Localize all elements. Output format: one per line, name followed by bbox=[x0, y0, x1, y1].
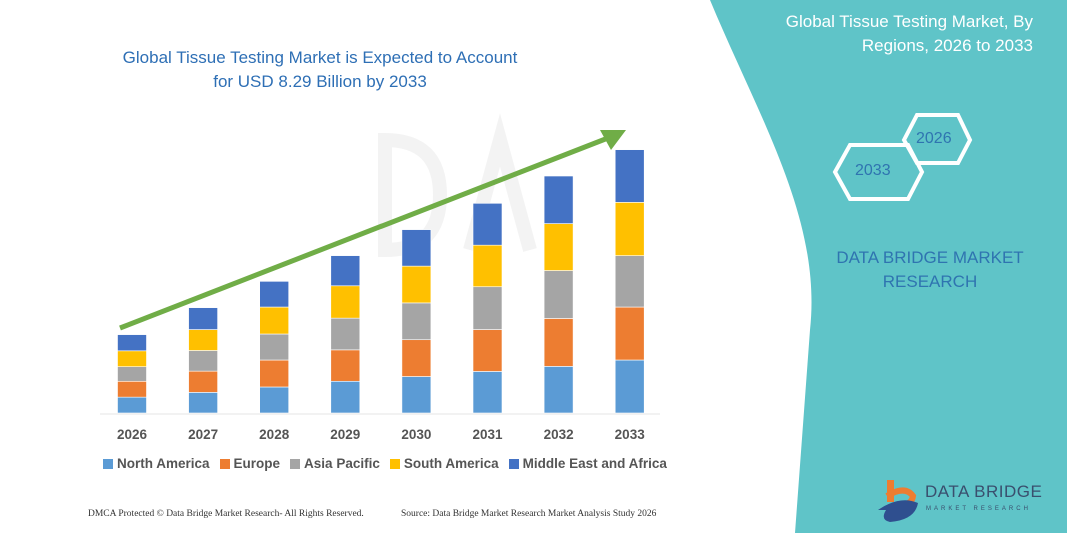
bar-segment-2033-south-america bbox=[614, 202, 645, 256]
bar-segment-2027-asia-pacific bbox=[188, 350, 218, 372]
trend-arrow-head bbox=[600, 130, 626, 150]
bar-segment-2028-asia-pacific bbox=[259, 333, 290, 361]
bar-segment-2030-asia-pacific bbox=[401, 302, 432, 341]
bar-segment-2030-south-america bbox=[401, 265, 432, 304]
bar-segment-2029-europe bbox=[330, 349, 361, 382]
x-tick-label: 2032 bbox=[544, 427, 574, 442]
bar-segment-2031-middle-east-and-africa bbox=[472, 202, 503, 246]
copyright-text: DMCA Protected © Data Bridge Market Rese… bbox=[88, 509, 364, 519]
legend-swatch bbox=[389, 458, 400, 469]
hex-label-start: 2026 bbox=[916, 130, 952, 147]
bar-segment-2027-north-america bbox=[188, 392, 218, 414]
x-tick-label: 2030 bbox=[401, 427, 431, 442]
bar-segment-2033-europe bbox=[614, 306, 645, 361]
legend-item-mea: Middle East and Africa bbox=[508, 456, 667, 471]
stacked-bar-chart bbox=[117, 149, 645, 414]
bar-segment-2030-middle-east-and-africa bbox=[401, 229, 432, 267]
legend-swatch bbox=[219, 458, 230, 469]
bar-segment-2029-asia-pacific bbox=[330, 317, 361, 351]
hex-label-end: 2033 bbox=[855, 162, 891, 179]
logo-text: DATA BRIDGE bbox=[925, 482, 1043, 501]
trend-arrow-line bbox=[119, 135, 609, 331]
legend-label: Asia Pacific bbox=[304, 456, 380, 471]
bar-segment-2026-europe bbox=[117, 380, 147, 398]
side-panel-title: Global Tissue Testing Market, By Regions… bbox=[785, 12, 1033, 55]
bar-segment-2029-middle-east-and-africa bbox=[330, 255, 361, 287]
chart-title: Global Tissue Testing Market is Expected… bbox=[122, 48, 518, 91]
bar-segment-2032-south-america bbox=[543, 223, 574, 271]
legend-item-europe: Europe bbox=[219, 456, 281, 471]
bar-segment-2031-south-america bbox=[472, 244, 503, 288]
hexagon-2026 bbox=[901, 113, 973, 165]
legend-label: Middle East and Africa bbox=[522, 456, 667, 471]
x-tick-label: 2027 bbox=[188, 427, 218, 442]
legend-label: South America bbox=[403, 456, 499, 471]
legend-swatch bbox=[103, 458, 113, 469]
hexagon-2033 bbox=[832, 143, 925, 201]
x-tick-label: 2029 bbox=[330, 427, 360, 442]
legend-item-asia-pacific: Asia Pacific bbox=[290, 456, 380, 471]
legend-swatch bbox=[290, 458, 301, 469]
bar-segment-2026-asia-pacific bbox=[117, 366, 147, 382]
logo-subtext: MARKET RESEARCH bbox=[926, 506, 1031, 512]
legend-label: Europe bbox=[233, 456, 281, 471]
x-tick-label: 2028 bbox=[259, 427, 290, 442]
bar-segment-2028-north-america bbox=[259, 386, 290, 414]
x-axis-labels: 2026 2027 2028 2029 2030 2031 2032 2033 bbox=[117, 427, 645, 442]
bar-segment-2027-middle-east-and-africa bbox=[188, 307, 218, 330]
bar-segment-2031-north-america bbox=[472, 371, 503, 414]
x-tick-label: 2026 bbox=[117, 427, 148, 442]
bar-segment-2032-europe bbox=[543, 318, 574, 367]
bar-segment-2032-asia-pacific bbox=[543, 270, 574, 319]
bar-segment-2031-europe bbox=[472, 329, 503, 372]
bar-segment-2026-south-america bbox=[117, 350, 147, 367]
bar-segment-2031-asia-pacific bbox=[472, 286, 503, 330]
legend: North America Europe Asia Pacific South … bbox=[103, 456, 667, 471]
bar-segment-2028-europe bbox=[259, 359, 290, 388]
legend-item-south-america: South America bbox=[389, 456, 499, 471]
bar-segment-2027-europe bbox=[188, 370, 218, 393]
bar-segment-2028-south-america bbox=[259, 306, 290, 335]
bar-segment-2033-north-america bbox=[614, 359, 645, 414]
x-tick-label: 2033 bbox=[615, 427, 646, 442]
brand-text: DATA BRIDGE MARKET RESEARCH bbox=[836, 248, 1024, 291]
bar-segment-2033-middle-east-and-africa bbox=[614, 149, 645, 203]
bar-segment-2030-europe bbox=[401, 339, 432, 377]
logo-icon bbox=[878, 480, 918, 522]
bar-segment-2029-south-america bbox=[330, 285, 361, 319]
bar-segment-2030-north-america bbox=[401, 376, 432, 414]
side-panel-bg bbox=[710, 0, 1067, 533]
bar-segment-2029-north-america bbox=[330, 380, 361, 414]
bar-segment-2026-middle-east-and-africa bbox=[117, 334, 147, 352]
bar-segment-2033-asia-pacific bbox=[614, 255, 645, 308]
bar-segment-2027-south-america bbox=[188, 329, 218, 351]
bar-segment-2028-middle-east-and-africa bbox=[259, 281, 290, 308]
bar-segment-2026-north-america bbox=[117, 396, 147, 414]
legend-swatch bbox=[508, 458, 519, 469]
bar-segment-2032-north-america bbox=[543, 366, 574, 414]
source-text: Source: Data Bridge Market Research Mark… bbox=[401, 509, 657, 519]
x-tick-label: 2031 bbox=[472, 427, 503, 442]
legend-item-north-america: North America bbox=[103, 456, 210, 471]
legend-label: North America bbox=[117, 456, 210, 471]
bar-segment-2032-middle-east-and-africa bbox=[543, 175, 574, 224]
